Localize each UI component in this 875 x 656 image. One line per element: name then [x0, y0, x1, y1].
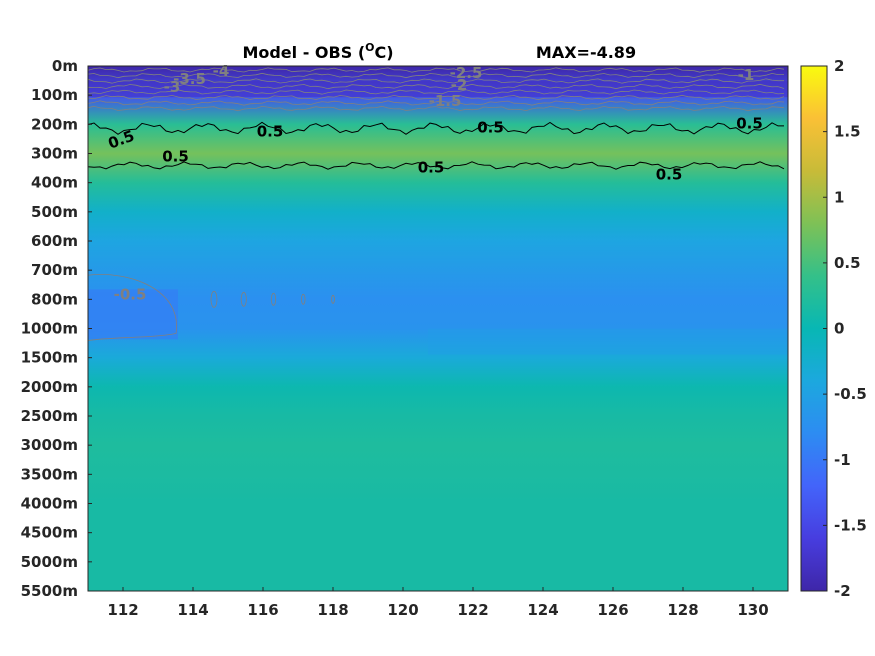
x-tick-label: 114: [177, 601, 208, 619]
contour-line: [270, 292, 277, 306]
contour-line: [88, 78, 784, 84]
contour-line: [88, 100, 785, 106]
x-tick-label: 112: [107, 601, 138, 619]
contour-line: [88, 161, 785, 170]
contour-line: [240, 291, 247, 307]
contour-label: 0.5: [162, 148, 189, 166]
y-tick-label: 5000m: [21, 553, 78, 571]
contour-label: -2.5: [450, 64, 483, 82]
contour-label: 0.5: [736, 114, 763, 132]
contour-line: [301, 293, 306, 305]
y-tick-label: 3000m: [21, 436, 78, 454]
y-tick-label: 2500m: [21, 407, 78, 425]
contour-line: [88, 274, 177, 341]
colorbar-tick-label: -2: [834, 582, 851, 600]
colorbar-tick-label: 1.5: [834, 123, 861, 141]
contour-label: -4: [213, 62, 230, 80]
y-tick-label: 400m: [31, 174, 78, 192]
y-tick-label: 100m: [31, 86, 78, 104]
contour-label: 0.5: [477, 118, 504, 136]
y-tick-label: 700m: [31, 261, 78, 279]
contour-label: 0.5: [656, 166, 683, 184]
colorbar-tick-label: -1.5: [834, 516, 867, 534]
contour-line: [88, 72, 784, 79]
contour-line: [88, 121, 784, 135]
contour-lines: [88, 67, 785, 341]
contour-line: [88, 105, 785, 112]
colorbar-tick-label: 1: [834, 188, 844, 206]
colorbar-ticks: 2 1.5 1 0.5 0 -0.5 -1 -1.5 -2: [823, 57, 867, 600]
heatmap-field: [88, 66, 788, 591]
y-axis: 0m 100m 200m 300m 400m 500m 600m 700m 800m 1000m 1…: [21, 57, 92, 600]
x-tick-label: 128: [667, 601, 698, 619]
x-axis: 112 114 116 118 120 122 124 126 128 130: [107, 587, 769, 619]
colorbar-gradient: [800, 65, 828, 592]
x-tick-label: 130: [737, 601, 768, 619]
contour-label: 0.5: [257, 122, 284, 140]
x-tick-label: 124: [527, 601, 558, 619]
contour-label: -1: [738, 66, 755, 84]
contour-label: -0.5: [114, 285, 147, 303]
x-tick-label: 122: [457, 601, 488, 619]
contour-line: [88, 67, 785, 73]
y-tick-label: 600m: [31, 232, 78, 250]
colorbar-tick-label: 0: [834, 320, 844, 338]
y-tick-label: 800m: [31, 290, 78, 308]
max-label: MAX=-4.89: [536, 43, 636, 62]
y-tick-label: 5500m: [21, 582, 78, 600]
contour-label: 0.5: [418, 159, 445, 177]
colorbar-tick-label: 2: [834, 57, 844, 75]
x-tick-label: 116: [247, 601, 278, 619]
y-tick-label: 0m: [52, 57, 78, 75]
contour-label: -3: [164, 78, 181, 96]
y-tick-label: 1500m: [21, 349, 78, 367]
contour-line: [210, 290, 218, 308]
colorbar: 2 1.5 1 0.5 0 -0.5 -1 -1.5 -2: [800, 57, 867, 600]
colorbar-tick-label: -1: [834, 451, 851, 469]
colorbar-tick-label: -0.5: [834, 385, 867, 403]
y-tick-label: 2000m: [21, 378, 78, 396]
y-tick-label: 4500m: [21, 524, 78, 542]
y-tick-label: 4000m: [21, 495, 78, 513]
y-tick-label: 1000m: [21, 320, 78, 338]
y-tick-label: 3500m: [21, 465, 78, 483]
plot-area: 0.50.50.50.50.50.50.5-4-3.5-3-2.5-2-1.5-…: [87, 62, 789, 592]
contour-line: [88, 89, 785, 95]
contour-line: [88, 94, 785, 101]
y-tick-label: 300m: [31, 145, 78, 163]
contour-line: [88, 83, 785, 90]
contour-labels: 0.50.50.50.50.50.50.5-4-3.5-3-2.5-2-1.5-…: [106, 62, 763, 303]
y-tick-label: 200m: [31, 115, 78, 133]
x-tick-label: 118: [317, 601, 348, 619]
contour-label: -3.5: [173, 70, 206, 88]
contour-label: -1.5: [429, 92, 462, 110]
contour-line: [331, 294, 335, 304]
chart-title: Model - OBS (OC): [242, 41, 393, 62]
y-tick-label: 500m: [31, 203, 78, 221]
contour-label: -2: [451, 76, 468, 94]
x-tick-label: 126: [597, 601, 628, 619]
colorbar-tick-label: 0.5: [834, 254, 861, 272]
x-tick-label: 120: [387, 601, 418, 619]
